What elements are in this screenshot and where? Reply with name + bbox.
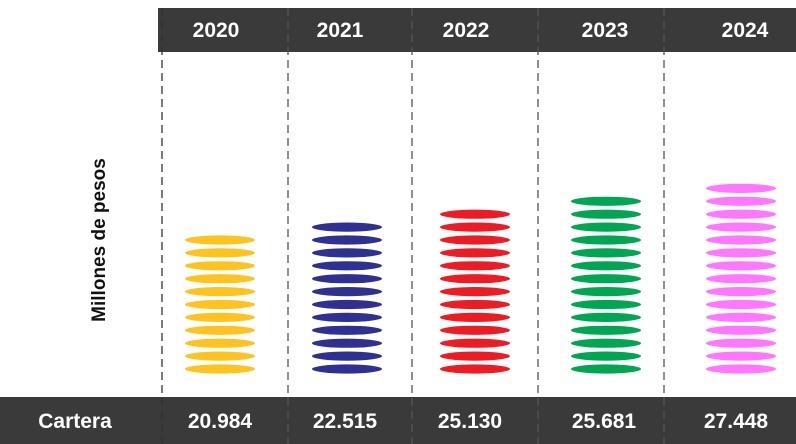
grid-separators: [161, 8, 665, 444]
coin-disc: [571, 325, 641, 335]
coin-disc: [571, 351, 641, 361]
coin-disc: [185, 338, 255, 348]
coin-disc: [706, 209, 776, 219]
coin-disc: [312, 274, 382, 284]
coin-disc: [185, 261, 255, 271]
coin-disc: [440, 338, 510, 348]
coin-disc: [706, 299, 776, 310]
coin-disc: [185, 312, 255, 322]
coin-disc: [312, 338, 382, 348]
coin-disc: [706, 274, 776, 284]
coin-disc: [706, 351, 776, 361]
coin-disc: [185, 351, 255, 361]
coin-disc: [440, 209, 510, 219]
coin-disc: [185, 299, 255, 310]
row-label: Cartera: [38, 410, 112, 433]
coin-disc: [440, 325, 510, 335]
coin-stacks: [185, 183, 776, 374]
coin-disc: [312, 299, 382, 310]
value-label: 27.448: [704, 410, 769, 433]
coin-disc: [706, 364, 776, 374]
coin-disc: [706, 312, 776, 322]
coin-disc: [440, 261, 510, 271]
value-label: 25.130: [438, 410, 502, 433]
coin-disc: [706, 183, 776, 193]
coin-disc: [571, 312, 641, 322]
y-axis-label: Millones de pesos: [89, 158, 110, 322]
coin-disc: [706, 248, 776, 258]
coin-disc: [312, 222, 382, 232]
coin-stack-2022: [440, 209, 510, 374]
coin-disc: [312, 364, 382, 374]
coin-disc: [185, 287, 255, 297]
coin-disc: [706, 287, 776, 297]
coin-disc: [312, 235, 382, 245]
coin-disc: [440, 222, 510, 232]
year-label: 2023: [582, 19, 629, 42]
coin-disc: [706, 261, 776, 271]
coin-disc: [571, 261, 641, 271]
year-label: 2021: [317, 19, 364, 42]
coin-stack-2021: [312, 222, 382, 374]
coin-disc: [440, 364, 510, 374]
value-row-bar: [0, 397, 796, 444]
coin-disc: [571, 222, 641, 232]
coin-disc: [571, 287, 641, 297]
year-label: 2020: [193, 19, 240, 42]
coin-stack-2023: [571, 196, 641, 374]
coin-disc: [706, 235, 776, 245]
coin-disc: [440, 287, 510, 297]
value-label: 25.681: [572, 410, 637, 433]
coin-disc: [185, 248, 255, 258]
coin-stack-2024: [706, 183, 776, 374]
coin-disc: [312, 287, 382, 297]
value-label: 20.984: [188, 410, 253, 433]
coin-disc: [706, 222, 776, 232]
coin-disc: [706, 325, 776, 335]
coin-disc: [185, 364, 255, 374]
year-label: 2022: [443, 19, 490, 42]
coin-disc: [185, 325, 255, 335]
coin-disc: [571, 299, 641, 310]
value-label: 22.515: [313, 410, 378, 433]
coin-disc: [440, 274, 510, 284]
coin-disc: [571, 235, 641, 245]
coin-disc: [185, 274, 255, 284]
coin-disc: [312, 325, 382, 335]
coin-disc: [312, 261, 382, 271]
coin-disc: [571, 364, 641, 374]
coin-disc: [706, 196, 776, 206]
year-label: 2024: [722, 19, 769, 42]
coin-disc: [440, 235, 510, 245]
coin-disc: [571, 209, 641, 219]
coin-disc: [440, 351, 510, 361]
coin-disc: [312, 248, 382, 258]
coin-disc: [312, 351, 382, 361]
coin-disc: [571, 274, 641, 284]
coin-disc: [440, 248, 510, 258]
year-header-bar: [158, 8, 796, 52]
coin-disc: [185, 235, 255, 245]
coin-disc: [571, 196, 641, 206]
coin-disc: [312, 312, 382, 322]
coin-disc: [706, 338, 776, 348]
coin-disc: [571, 338, 641, 348]
coin-stack-2020: [185, 235, 255, 374]
coin-disc: [440, 299, 510, 310]
coin-disc: [571, 248, 641, 258]
coin-disc: [440, 312, 510, 322]
